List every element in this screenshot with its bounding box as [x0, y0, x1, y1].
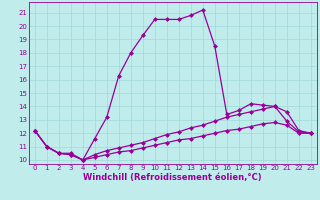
X-axis label: Windchill (Refroidissement éolien,°C): Windchill (Refroidissement éolien,°C) [84, 173, 262, 182]
